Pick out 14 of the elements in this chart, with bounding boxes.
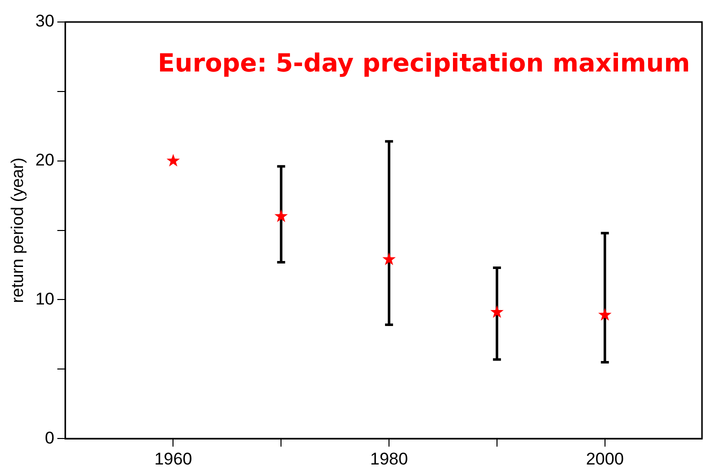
y-tick-label: 30 [35, 12, 54, 31]
y-tick-label: 10 [35, 289, 54, 308]
x-tick-label: 2000 [586, 449, 624, 468]
x-tick-label: 1980 [370, 449, 408, 468]
annotation: Europe: 5-day precipitation maximum [158, 48, 690, 78]
point [598, 308, 612, 321]
y-axis-title: return period (year) [8, 158, 27, 304]
point [382, 252, 396, 266]
point [490, 305, 504, 318]
point [166, 154, 180, 167]
y-tick-label: 20 [35, 150, 54, 170]
point [274, 209, 288, 222]
y-tick-label: 0 [44, 428, 54, 448]
x-tick-label: 1960 [154, 449, 192, 468]
